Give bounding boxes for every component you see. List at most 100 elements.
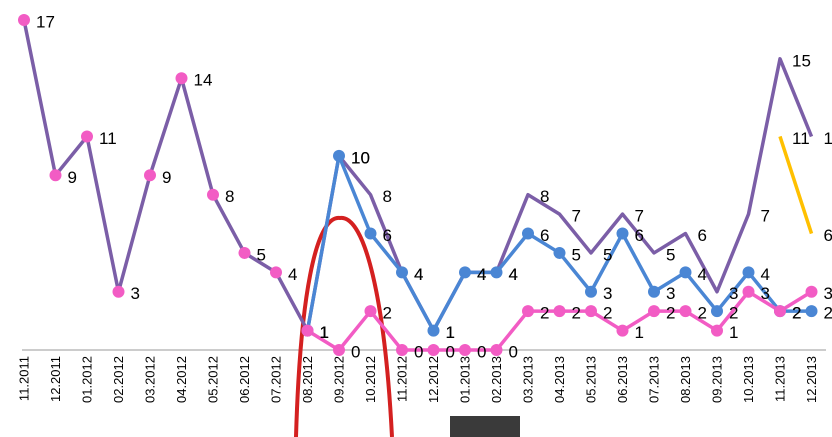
data-label: 1 xyxy=(320,323,329,342)
data-label: 7 xyxy=(635,207,644,226)
data-label: 4 xyxy=(477,265,486,284)
point-marker xyxy=(333,149,345,162)
data-label: 4 xyxy=(509,265,518,284)
data-label: 2 xyxy=(383,304,392,323)
data-label: 3 xyxy=(603,284,612,303)
x-tick-label: 11.2011 xyxy=(16,356,31,401)
data-label: 10 xyxy=(351,148,370,167)
data-label: 8 xyxy=(383,187,392,206)
data-label: 0 xyxy=(414,342,423,361)
data-label: 2 xyxy=(666,304,675,323)
data-label: 6 xyxy=(698,226,707,245)
data-label: 4 xyxy=(509,265,518,284)
data-label: 6 xyxy=(824,226,832,245)
point-marker xyxy=(585,305,597,318)
data-label: 1 xyxy=(446,323,455,342)
data-label: 4 xyxy=(288,265,297,284)
point-marker xyxy=(18,14,30,26)
point-marker xyxy=(742,266,755,279)
data-label: 6 xyxy=(635,226,644,245)
point-marker xyxy=(774,305,786,318)
point-marker xyxy=(238,246,251,259)
x-tick-label: 09.2013 xyxy=(709,356,724,403)
x-tick-label: 06.2013 xyxy=(615,356,630,403)
point-marker xyxy=(364,227,377,240)
data-label: 1 xyxy=(635,323,644,342)
point-marker xyxy=(459,266,471,279)
data-label: 11 xyxy=(99,129,117,148)
data-label: 4 xyxy=(698,265,707,284)
data-label: 5 xyxy=(666,245,675,264)
x-tick-label: 08.2013 xyxy=(678,356,693,403)
point-marker xyxy=(522,227,534,240)
data-label: 3 xyxy=(729,284,738,303)
x-tick-label: 02.2012 xyxy=(111,356,126,403)
point-marker xyxy=(679,266,692,279)
data-label: 2 xyxy=(729,304,738,323)
data-label: 2 xyxy=(792,304,801,323)
x-tick-label: 11.2013 xyxy=(772,356,787,402)
point-marker xyxy=(585,285,597,298)
data-label: 11 xyxy=(824,129,832,148)
x-tick-label: 06.2012 xyxy=(237,356,252,403)
x-tick-label: 05.2013 xyxy=(583,356,598,403)
point-marker xyxy=(207,188,219,201)
data-label: 8 xyxy=(540,187,549,206)
x-tick-label: 04.2013 xyxy=(552,356,567,403)
x-tick-label: 05.2012 xyxy=(205,356,220,403)
point-marker xyxy=(427,344,440,356)
data-label: 2 xyxy=(540,304,549,323)
data-label: 7 xyxy=(572,207,581,226)
point-marker xyxy=(679,305,692,318)
data-label: 7 xyxy=(761,207,770,226)
point-marker xyxy=(553,305,566,318)
point-marker xyxy=(175,72,188,85)
point-marker xyxy=(144,169,156,182)
data-label: 0 xyxy=(477,342,486,361)
data-label: 3 xyxy=(666,284,675,303)
point-marker xyxy=(49,169,62,182)
x-tick-label: 10.2012 xyxy=(363,356,378,403)
point-marker xyxy=(396,266,408,279)
x-tick-label: 03.2012 xyxy=(142,356,157,403)
x-tick-label: 01.2012 xyxy=(79,356,94,403)
data-label: 17 xyxy=(36,12,55,31)
x-tick-label: 08.2012 xyxy=(300,356,315,403)
point-marker xyxy=(553,246,566,259)
point-marker xyxy=(805,285,818,298)
data-label: 5 xyxy=(603,245,612,264)
data-label: 3 xyxy=(131,284,140,303)
x-tick-label: 07.2013 xyxy=(646,356,661,403)
overlay-image xyxy=(450,416,520,437)
point-marker xyxy=(805,305,818,318)
point-marker xyxy=(427,324,440,337)
x-tick-label: 12.2013 xyxy=(804,356,819,403)
data-label: 0 xyxy=(351,342,360,361)
data-label: 2 xyxy=(792,304,801,323)
data-label: 0 xyxy=(509,342,518,361)
data-label: 9 xyxy=(162,168,171,187)
x-tick-label: 09.2012 xyxy=(331,356,346,403)
x-tick-label: 11.2012 xyxy=(394,356,409,402)
data-label: 0 xyxy=(446,342,455,361)
x-tick-label: 12.2012 xyxy=(426,356,441,403)
data-label: 2 xyxy=(572,304,581,323)
data-label: 4 xyxy=(414,265,423,284)
data-label: 2 xyxy=(603,304,612,323)
x-tick-label: 10.2013 xyxy=(741,356,756,403)
point-marker xyxy=(648,305,660,318)
data-label: 1 xyxy=(320,323,329,342)
data-label: 4 xyxy=(761,265,770,284)
point-marker xyxy=(711,305,723,318)
x-tick-label: 01.2013 xyxy=(457,356,472,403)
point-marker xyxy=(490,266,503,279)
data-label: 1 xyxy=(446,323,455,342)
series-line xyxy=(778,135,814,235)
data-label: 2 xyxy=(824,304,832,323)
data-label: 9 xyxy=(68,168,77,187)
point-marker xyxy=(112,285,125,298)
data-label: 1 xyxy=(320,323,329,342)
point-marker xyxy=(364,305,377,318)
data-label: 6 xyxy=(540,226,549,245)
